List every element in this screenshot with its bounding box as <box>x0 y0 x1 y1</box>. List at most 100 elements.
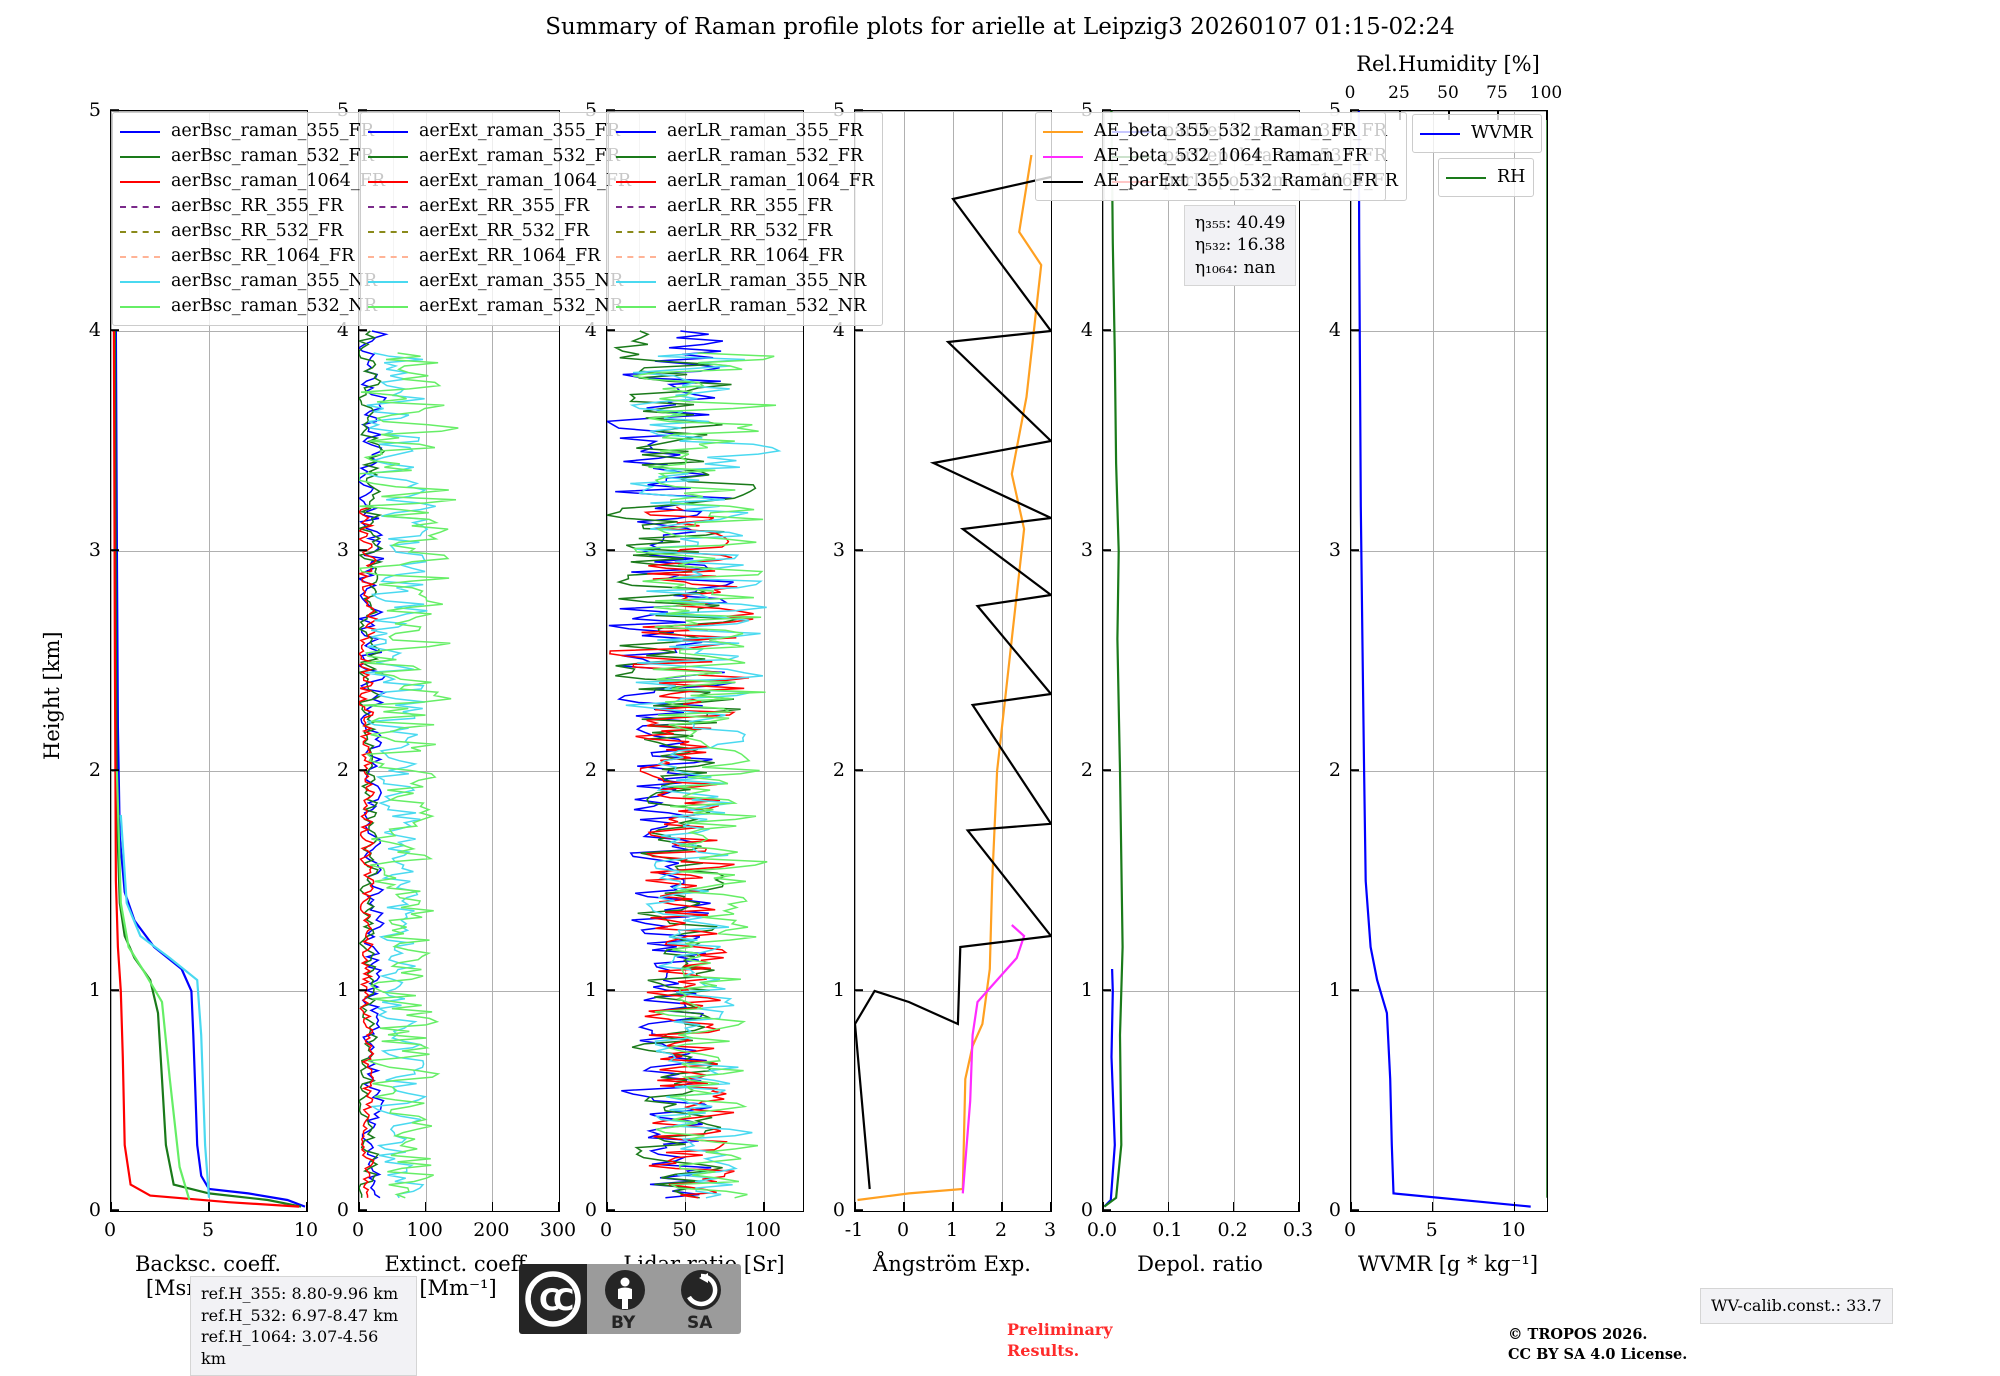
legend-label: RH <box>1497 166 1526 187</box>
legend-item: aerLR_RR_1064_FR <box>616 244 874 269</box>
y-tick-mark <box>854 989 863 991</box>
gridline-vertical <box>1051 111 1052 1211</box>
y-tick-label-1: 1 <box>336 979 349 1001</box>
ref-height-box: ref.H_355: 8.80-9.96 km ref.H_532: 6.97-… <box>190 1276 417 1376</box>
x-axis-label-angstroem: Ångström Exp. <box>873 1252 1031 1276</box>
legend-lidar-ratio[interactable]: aerLR_raman_355_FR aerLR_raman_532_FR aerL… <box>608 112 884 326</box>
legend-item: aerBsc_raman_355_NR <box>120 269 385 294</box>
y-tick-mark <box>358 1209 367 1211</box>
gridline-horizontal <box>1103 1211 1299 1212</box>
legend-extinction[interactable]: aerExt_raman_355_FR aerExt_raman_532_FR ae… <box>360 112 641 326</box>
legend-swatch-extinction-3 <box>368 205 408 208</box>
legend-backscatter[interactable]: aerBsc_raman_355_FR aerBsc_raman_532_FR ae… <box>112 112 394 326</box>
legend-label: aerExt_raman_532_FR <box>419 145 620 166</box>
x-tick-label-2: 2 <box>994 1219 1008 1241</box>
y-tick-mark <box>358 989 367 991</box>
x-tick-mark <box>1050 1202 1051 1211</box>
gridline-vertical <box>111 111 112 1211</box>
y-tick-label-5: 5 <box>88 99 101 121</box>
legend-item: aerExt_RR_355_FR <box>368 194 631 219</box>
x-tick-label-0.1: 0.1 <box>1152 1219 1183 1241</box>
gridline-horizontal <box>607 771 803 772</box>
legend-rh[interactable]: RH <box>1438 158 1535 197</box>
y-tick-mark <box>358 769 367 771</box>
legend-item: aerLR_raman_532_NR <box>616 294 874 319</box>
y-tick-mark <box>110 769 119 771</box>
gridline-horizontal <box>359 771 559 772</box>
y-tick-label-3: 3 <box>1328 539 1341 561</box>
legend-swatch-lidar-ratio-6 <box>616 280 656 283</box>
gridline-horizontal <box>1103 991 1299 992</box>
x-tick-mark <box>359 1202 360 1211</box>
legend-label: aerLR_RR_355_FR <box>667 195 833 216</box>
legend-item: aerBsc_raman_532_FR <box>120 144 385 169</box>
eta-line-0: η₃₅₅: 40.49 <box>1195 213 1286 233</box>
legend-angstroem-overlay[interactable]: AE_beta_355_532_Raman_FR AE_beta_532_1064… <box>1035 112 1387 201</box>
y-tick-mark <box>1350 109 1359 111</box>
legend-wvmr[interactable]: WVMR <box>1412 114 1542 153</box>
x-tick-label-300: 300 <box>539 1219 577 1241</box>
gridline-horizontal <box>1351 771 1547 772</box>
copyright-line-2: CC BY SA 4.0 License. <box>1508 1345 1688 1363</box>
cc-by-sa-icons: BY SA <box>587 1264 741 1334</box>
x-tick-label-0: 0 <box>103 1219 117 1241</box>
y-tick-mark <box>854 329 863 331</box>
y-tick-mark <box>110 1209 119 1211</box>
y-tick-mark <box>1350 769 1359 771</box>
copyright-note: © TROPOS 2026. CC BY SA 4.0 License. <box>1508 1325 1687 1364</box>
y-tick-mark <box>606 769 615 771</box>
gridline-vertical <box>209 111 210 1211</box>
plot-panel-lidar-ratio: 012345050100Lidar ratio [Sr]aerLR_raman_… <box>585 99 884 1276</box>
legend-item: AE_beta_355_532_Raman_FR <box>1043 119 1377 144</box>
top-x-tick-label-100: 100 <box>1529 83 1563 103</box>
axes-wvmr <box>1350 110 1548 1212</box>
legend-label: aerBsc_RR_532_FR <box>171 220 344 241</box>
legend-item: aerExt_RR_532_FR <box>368 219 631 244</box>
legend-label: aerExt_raman_1064_FR <box>419 170 632 191</box>
y-tick-mark <box>854 769 863 771</box>
legend-item: aerExt_raman_532_FR <box>368 144 631 169</box>
gridline-horizontal <box>1351 551 1547 552</box>
eta-values-box: η₃₅₅: 40.49 η₅₃₂: 16.38 η₁₀₆₄: nan <box>1184 205 1297 287</box>
cc-by-label: BY <box>611 1313 636 1333</box>
svg-text:C: C <box>553 1283 574 1317</box>
x-tick-mark <box>684 1202 687 1211</box>
data-layer-lidar-ratio <box>607 330 782 1199</box>
gridline-vertical <box>1002 111 1003 1211</box>
y-tick-mark <box>1102 109 1111 111</box>
x-tick-label-0.2: 0.2 <box>1217 1219 1248 1241</box>
legend-item: AE_parExt_355_532_Raman_FR <box>1043 169 1377 194</box>
gridline-horizontal <box>1351 1211 1547 1212</box>
x-tick-label-0.3: 0.3 <box>1282 1219 1314 1241</box>
x-tick-mark <box>1232 1202 1235 1211</box>
x-tick-mark <box>763 1202 765 1211</box>
gridline-vertical <box>492 111 494 1211</box>
y-tick-mark <box>606 1209 615 1211</box>
x-tick-label-0: 0 <box>599 1219 613 1241</box>
y-tick-mark <box>1102 329 1111 331</box>
data-layer-depolarization <box>1103 111 1124 1208</box>
gridline-horizontal <box>855 111 1051 112</box>
legend-label: aerLR_raman_355_FR <box>667 120 864 141</box>
x-tick-label-10: 10 <box>1501 1219 1526 1241</box>
legend-swatch-wvmr-0 <box>1420 132 1460 135</box>
legend-label: aerExt_RR_355_FR <box>419 195 590 216</box>
gridline-horizontal <box>111 771 307 772</box>
legend-swatch-ae-0 <box>1043 130 1083 133</box>
gridline-horizontal <box>607 111 803 112</box>
legend-swatch-lidar-ratio-2 <box>616 180 656 183</box>
legend-swatch-lidar-ratio-4 <box>616 230 656 233</box>
x-tick-mark <box>1001 1202 1003 1211</box>
legend-swatch-ae-2 <box>1043 180 1083 183</box>
x-tick-label-0: 0 <box>351 1219 365 1241</box>
legend-item: aerExt_raman_355_NR <box>368 269 631 294</box>
legend-swatch-backscatter-3 <box>120 205 160 208</box>
y-tick-label-3: 3 <box>88 539 101 561</box>
y-tick-mark <box>1102 1209 1111 1211</box>
legend-swatch-extinction-6 <box>368 280 408 283</box>
preliminary-results-note: Preliminary Results. <box>1007 1320 1113 1362</box>
legend-item: aerLR_raman_355_NR <box>616 269 874 294</box>
x-tick-mark <box>855 1202 856 1211</box>
y-tick-label-2: 2 <box>88 759 101 781</box>
